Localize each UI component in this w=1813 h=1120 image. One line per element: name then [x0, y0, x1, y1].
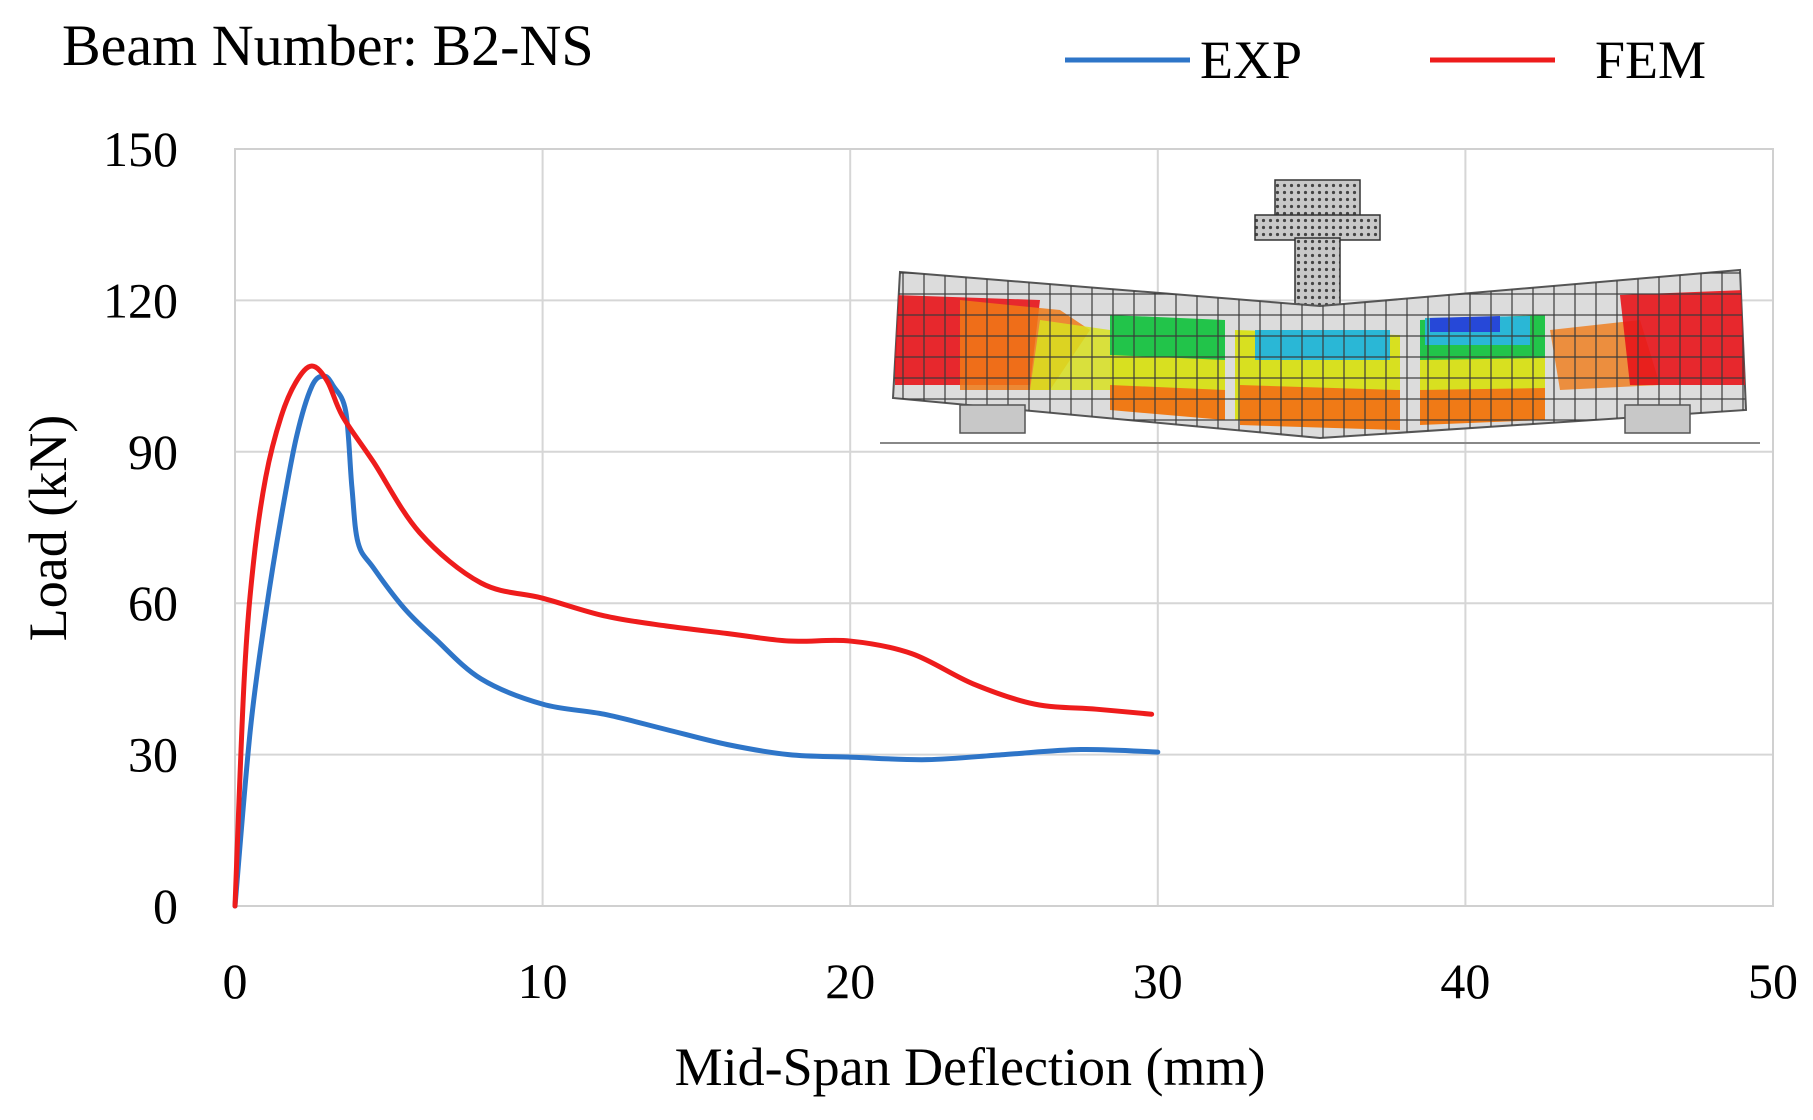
x-axis-title: Mid-Span Deflection (mm) — [675, 1037, 1266, 1097]
y-tick-label: 150 — [103, 121, 178, 177]
y-tick-label: 90 — [128, 424, 178, 480]
x-tick-labels: 0 10 20 30 40 50 — [223, 953, 1799, 1009]
legend-label-fem: FEM — [1595, 30, 1706, 90]
chart-title: Beam Number: B2-NS — [62, 13, 594, 78]
legend: EXP FEM — [1065, 30, 1706, 90]
y-tick-label: 120 — [103, 272, 178, 328]
series-group — [232, 363, 1161, 909]
fe-model-inset — [880, 179, 1760, 444]
series-line-exp — [232, 373, 1161, 909]
plot-area-border — [234, 148, 1774, 907]
y-axis-title: Load (kN) — [18, 415, 78, 641]
legend-label-exp: EXP — [1200, 30, 1302, 90]
y-tick-label: 0 — [153, 878, 178, 934]
grid — [234, 148, 1774, 907]
y-tick-labels: 0 30 60 90 120 150 — [103, 121, 178, 934]
x-tick-label: 50 — [1748, 953, 1798, 1009]
x-tick-label: 10 — [518, 953, 568, 1009]
y-tick-label: 60 — [128, 575, 178, 631]
x-tick-label: 20 — [825, 953, 875, 1009]
y-tick-label: 30 — [128, 727, 178, 783]
x-tick-label: 40 — [1440, 953, 1490, 1009]
x-tick-label: 0 — [223, 953, 248, 1009]
x-tick-label: 30 — [1133, 953, 1183, 1009]
series-line-fem — [232, 363, 1155, 909]
